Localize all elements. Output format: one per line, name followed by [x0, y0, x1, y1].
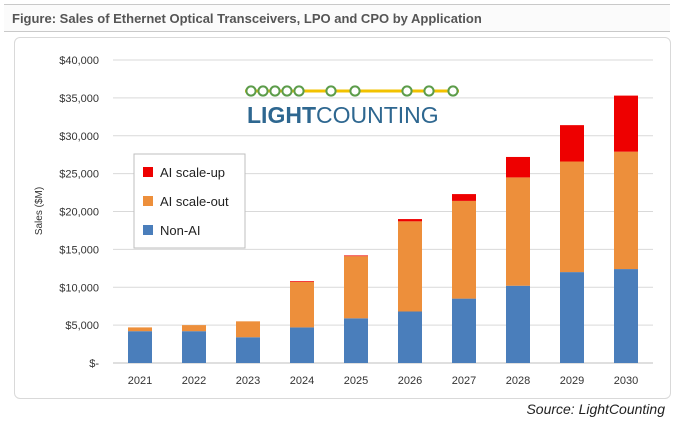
y-axis-label: Sales ($M)	[34, 187, 45, 235]
source-credit: Source: LightCounting	[526, 401, 665, 417]
bar-segment-ai-scale-up	[344, 255, 368, 257]
y-tick-label: $25,000	[59, 169, 99, 181]
legend-label: Non-AI	[160, 223, 200, 238]
bar-segment-ai-scale-out	[128, 327, 152, 332]
figure-title: Figure: Sales of Ethernet Optical Transc…	[12, 11, 482, 26]
bar-segment-ai-scale-up	[560, 125, 584, 162]
x-tick-label: 2021	[128, 375, 152, 387]
bar-segment-ai-scale-out	[560, 161, 584, 273]
bar-segment-ai-scale-out	[398, 221, 422, 312]
bar-segment-non-ai	[560, 272, 584, 363]
logo-node	[281, 85, 293, 97]
legend-items: AI scale-up AI scale-out Non-AI	[143, 165, 229, 238]
legend-label: AI scale-up	[160, 165, 225, 180]
chart-legend: AI scale-up AI scale-out Non-AI	[133, 153, 246, 249]
bar-segment-ai-scale-up	[614, 95, 638, 152]
x-tick-label: 2027	[452, 375, 476, 387]
bars	[128, 95, 638, 363]
bar-segment-ai-scale-up	[398, 219, 422, 222]
bar-segment-non-ai	[290, 327, 314, 363]
logo-node	[293, 85, 305, 97]
y-axis-ticks: $- $5,000 $10,000 $15,000 $20,000 $25,000 $30,…	[59, 55, 99, 370]
bar-segment-non-ai	[344, 318, 368, 363]
y-tick-label: $15,000	[59, 244, 99, 256]
bar-segment-non-ai	[452, 298, 476, 363]
bar-segment-ai-scale-out	[236, 321, 260, 338]
x-tick-label: 2022	[182, 375, 206, 387]
bar-segment-non-ai	[182, 331, 206, 363]
y-tick-label: $5,000	[65, 320, 99, 332]
figure-title-bar: Figure: Sales of Ethernet Optical Transc…	[4, 4, 670, 32]
logo-node	[245, 85, 257, 97]
logo-node	[269, 85, 281, 97]
bar-segment-non-ai	[128, 331, 152, 363]
bar-segment-ai-scale-out	[506, 177, 530, 286]
y-tick-label: $-	[89, 358, 99, 370]
bar-segment-ai-scale-out	[182, 325, 206, 332]
logo-node	[447, 85, 459, 97]
chart-panel: $- $5,000 $10,000 $15,000 $20,000 $25,000 $30,…	[14, 37, 671, 399]
bar-segment-ai-scale-out	[452, 200, 476, 299]
logo-word-light: LIGHT	[247, 102, 316, 128]
x-tick-label: 2024	[290, 375, 314, 387]
logo-word-counting: COUNTING	[316, 102, 439, 128]
bar-segment-ai-scale-up	[506, 156, 530, 178]
bar-segment-non-ai	[614, 269, 638, 363]
logo-nodes	[245, 85, 459, 97]
logo-wordmark: LIGHTCOUNTING	[247, 102, 439, 128]
bar-segment-non-ai	[398, 311, 422, 363]
bar-segment-non-ai	[236, 337, 260, 363]
logo-node	[401, 85, 413, 97]
legend-swatch	[143, 167, 153, 177]
y-tick-label: $10,000	[59, 282, 99, 294]
y-tick-label: $35,000	[59, 93, 99, 105]
x-tick-label: 2030	[614, 375, 638, 387]
logo-node	[349, 85, 361, 97]
bar-segment-ai-scale-up	[290, 281, 314, 282]
legend-swatch	[143, 196, 153, 206]
y-tick-label: $30,000	[59, 131, 99, 143]
x-tick-label: 2029	[560, 375, 584, 387]
lightcounting-logo: LIGHTCOUNTING	[245, 85, 459, 128]
x-tick-label: 2023	[236, 375, 260, 387]
bar-segment-ai-scale-out	[290, 281, 314, 328]
stacked-bar-chart: $- $5,000 $10,000 $15,000 $20,000 $25,000 $30,…	[34, 55, 653, 387]
bar-segment-ai-scale-out	[614, 151, 638, 270]
logo-node	[257, 85, 269, 97]
bar-segment-ai-scale-up	[452, 194, 476, 201]
logo-node	[423, 85, 435, 97]
x-tick-label: 2025	[344, 375, 368, 387]
logo-node	[325, 85, 337, 97]
y-tick-label: $20,000	[59, 207, 99, 219]
x-tick-label: 2028	[506, 375, 530, 387]
x-tick-label: 2026	[398, 375, 422, 387]
y-tick-label: $40,000	[59, 55, 99, 67]
bar-segment-non-ai	[506, 285, 530, 363]
legend-swatch	[143, 225, 153, 235]
bar-segment-ai-scale-out	[344, 256, 368, 319]
legend-label: AI scale-out	[160, 194, 229, 209]
x-axis-ticks: 2021 2022 2023 2024 2025 2026 2027 2028 2029 2030	[128, 375, 638, 387]
